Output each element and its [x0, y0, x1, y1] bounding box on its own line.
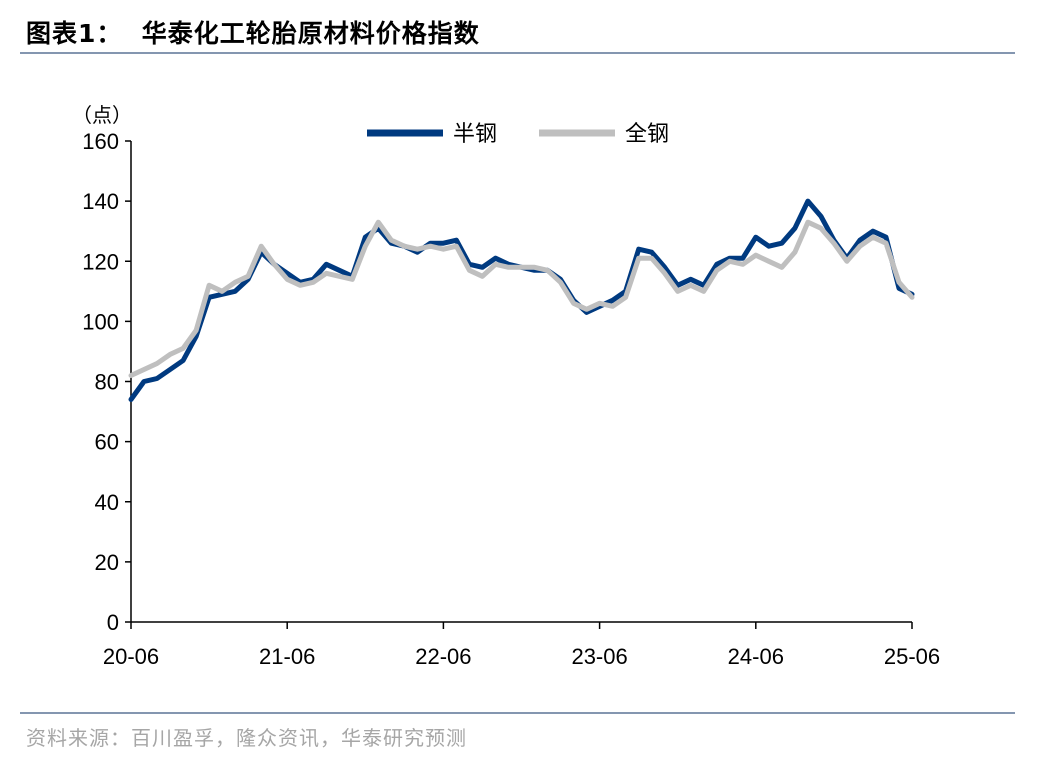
- x-axis: 20-06 21-06 22-06 23-06 24-06 25-06: [103, 621, 940, 669]
- series-line-2: [128, 219, 915, 378]
- y-tick-label: 120: [82, 249, 119, 274]
- x-tick-label: 24-06: [728, 644, 784, 669]
- source-note: 资料来源：百川盈孚，隆众资讯，华泰研究预测: [26, 726, 467, 750]
- y-tick-label: 60: [95, 430, 119, 455]
- y-axis: 0 20 40 60 80 100 120 140 160: [82, 129, 132, 635]
- y-tick-label: 0: [107, 610, 119, 635]
- figure-title: 图表1： 华泰化工轮胎原材料价格指数: [26, 19, 480, 48]
- series-line-1: [128, 198, 915, 402]
- title-divider: [20, 52, 1015, 54]
- y-tick-label: 80: [95, 370, 119, 395]
- y-tick-label: 40: [95, 490, 119, 515]
- y-axis-unit-label: （点）: [72, 104, 132, 127]
- legend-label-series-1: 半钢: [453, 121, 497, 146]
- series-lines: [128, 198, 915, 402]
- y-ticks: 0 20 40 60 80 100 120 140 160: [82, 129, 131, 635]
- y-tick-label: 160: [82, 129, 119, 154]
- y-tick-label: 20: [95, 550, 119, 575]
- x-ticks: 20-06 21-06 22-06 23-06 24-06 25-06: [103, 622, 940, 669]
- legend-label-series-2: 全钢: [625, 121, 669, 146]
- y-tick-label: 140: [82, 189, 119, 214]
- source-divider: [20, 712, 1015, 714]
- legend: 半钢 全钢: [367, 121, 669, 146]
- x-tick-label: 21-06: [259, 644, 315, 669]
- x-tick-label: 25-06: [884, 644, 940, 669]
- x-tick-label: 23-06: [571, 644, 627, 669]
- x-tick-label: 22-06: [415, 644, 471, 669]
- line-chart: （点） 0 20 40 60 80 100 120 140 160 20-06 21-06 22-0…: [72, 104, 940, 669]
- y-tick-label: 100: [82, 309, 119, 334]
- x-tick-label: 20-06: [103, 644, 159, 669]
